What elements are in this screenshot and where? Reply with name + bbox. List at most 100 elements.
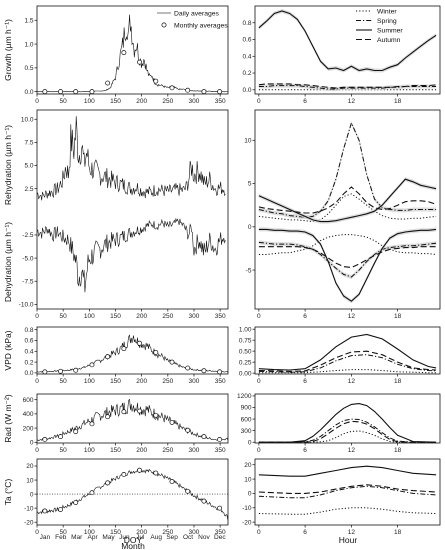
rad-diurnal-summer-line	[258, 403, 437, 443]
ta-annual-monthly-point	[169, 479, 175, 484]
month-label-jun: Jun	[119, 534, 130, 541]
ta-annual-ytick-label: 20	[26, 463, 34, 470]
ta-annual-monthly-point	[73, 500, 79, 505]
rad-diurnal-frame	[254, 393, 441, 444]
growth-annual-daily-averages-line	[37, 14, 228, 93]
rad-annual-monthly-point	[185, 427, 191, 433]
legend-winter-label: Winter	[377, 8, 397, 15]
growth-diurnal-summer-line	[258, 10, 437, 72]
vpd-annual-ytick-label: 0.0	[24, 370, 33, 377]
month-label-aug: Aug	[150, 534, 162, 541]
growth-diurnal-xtick-label: 12	[348, 98, 356, 105]
vpd-annual-ytick-label: 0.6	[24, 338, 33, 345]
ta-annual-xtick-label: 50	[60, 529, 68, 536]
ta-annual-xtick-label: 100	[84, 529, 95, 536]
vpd-annual-monthly-point	[58, 368, 63, 374]
rad-annual-monthly-point	[121, 409, 127, 415]
vpd-annual-xtick-label: 250	[162, 378, 173, 385]
ta-annual-monthly-point	[185, 488, 191, 494]
hydration-diurnal-ytick-label: 5	[248, 181, 252, 188]
hydration-annual-ytick-label: -2.5	[22, 232, 34, 239]
rad-annual-monthly-point	[73, 429, 79, 435]
month-label-nov: Nov	[198, 534, 210, 541]
rad-annual-monthly-point	[42, 436, 48, 442]
vpd-diurnal-winter-line	[258, 369, 437, 374]
hydration-diurnal-ytick-label: 0	[248, 224, 252, 231]
growth-annual-xtick-label: 250	[162, 98, 173, 105]
vpd-diurnal-spring-line	[258, 354, 437, 373]
growth-diurnal-ytick-label: 0.4	[242, 53, 251, 60]
hydration-annual-xtick-label: 350	[215, 313, 226, 320]
vpd-annual-ytick-label: 0.2	[24, 359, 33, 366]
growth-diurnal-ci-band	[258, 83, 437, 91]
vpd-annual-xtick-label: 0	[35, 378, 39, 385]
rad-annual-xtick-label: 300	[189, 447, 200, 454]
hydration-annual-ytick-label: -10.0	[19, 302, 34, 309]
rehydration-y-label: Rehydration (µm h⁻¹)	[3, 125, 13, 205]
hydration-annual-frame	[36, 109, 229, 310]
growth-diurnal-frame	[254, 5, 441, 95]
month-label-feb: Feb	[55, 534, 67, 541]
ta-diurnal-xtick-label: 6	[303, 529, 307, 536]
growth-annual-xtick-label: 0	[35, 98, 39, 105]
hydration-diurnal-ci-band	[258, 227, 437, 304]
rad-annual-xtick-label: 0	[35, 447, 39, 454]
growth-annual-xtick-label: 100	[84, 98, 95, 105]
vpd-diurnal-ytick-label: 1.00	[239, 326, 252, 333]
growth-annual-monthly-point	[42, 89, 48, 95]
rad-diurnal-ytick-label: 0	[248, 439, 252, 446]
month-label-dec: Dec	[214, 534, 226, 541]
ta-diurnal-xtick-label: 0	[257, 529, 261, 536]
ta-diurnal-ytick-label: -10	[242, 505, 252, 512]
hydration-diurnal-frame	[254, 109, 441, 310]
hydration-diurnal-ytick-label: 10	[244, 137, 252, 144]
vpd-annual-monthly-point	[217, 369, 223, 375]
hydration-diurnal-xtick-label: 0	[257, 313, 261, 320]
rad-annual-ytick-label: 600	[23, 397, 34, 404]
vpd-annual-monthly-point	[137, 340, 143, 346]
hydration-diurnal-summer-dehydration-line	[258, 228, 437, 302]
rad-annual-monthly-point	[89, 421, 95, 427]
ta-annual-xtick-label: 200	[136, 529, 147, 536]
vpd-diurnal-xtick-label: 18	[394, 378, 402, 385]
vpd-diurnal-summer-line	[258, 333, 437, 371]
legend-daily-label: Daily averages	[174, 11, 220, 18]
vpd-annual-xtick-label: 150	[110, 378, 121, 385]
hydration-annual-ytick-label: 5.0	[24, 163, 33, 170]
hydration-diurnal-winter-rehydration-line	[258, 193, 437, 223]
growth-annual-xtick-label: 200	[136, 98, 147, 105]
growth-annual-xtick-label: 350	[215, 98, 226, 105]
ta-annual-monthly-point	[137, 467, 143, 473]
growth-diurnal-autumn-line	[258, 83, 437, 89]
rad-diurnal-winter-line	[258, 430, 437, 443]
hydration-annual-xtick-label: 50	[60, 313, 68, 320]
legend-autumn-label: Autumn	[377, 37, 401, 44]
ta-annual-ytick-label: 0	[30, 491, 34, 498]
growth-annual-monthly-point	[201, 89, 207, 95]
hydration-annual-ytick-label: 10.0	[21, 116, 34, 123]
dehydration-y-label: Dehydration (µm h⁻¹)	[3, 222, 13, 302]
hydration-diurnal-autumn-rehydration-line	[258, 186, 437, 214]
ta-annual-monthly-point	[217, 505, 223, 511]
hydration-diurnal-ytick-label: -5	[246, 267, 252, 274]
vpd-annual-monthly-point	[169, 359, 175, 365]
ta-diurnal-ytick-label: 20	[244, 462, 252, 469]
ta-diurnal-xtick-label: 18	[394, 529, 402, 536]
vpd-annual-monthly-point	[73, 367, 79, 373]
vpd-annual-monthly-point	[201, 368, 207, 374]
vpd-annual-frame	[36, 326, 229, 375]
rad-annual-ytick-label: 400	[23, 411, 34, 418]
hydration-diurnal-ci-band	[258, 240, 437, 279]
rad-annual-monthly-point	[105, 414, 111, 420]
hydration-diurnal-spring-rehydration-line	[258, 121, 437, 218]
hydration-annual-ytick-label: -7.5	[22, 278, 34, 285]
growth-annual-frame	[36, 5, 229, 95]
vpd-y-label: VPD (kPa)	[3, 330, 13, 370]
ta-annual-ytick-label: 10	[26, 477, 34, 484]
rad-diurnal-xtick-label: 0	[257, 447, 261, 454]
ta-annual-monthly-point	[89, 490, 95, 496]
growth-diurnal-ytick-label: 0.2	[242, 70, 251, 77]
growth-diurnal-xtick-label: 6	[303, 98, 307, 105]
growth-annual-monthly-point	[185, 87, 191, 93]
ta-annual-monthly-point	[121, 471, 127, 477]
